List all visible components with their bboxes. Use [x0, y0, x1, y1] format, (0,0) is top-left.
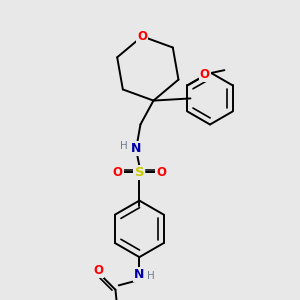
Text: H: H — [147, 271, 155, 281]
Text: S: S — [134, 166, 144, 179]
Text: O: O — [112, 166, 123, 179]
Text: O: O — [200, 68, 210, 81]
Text: O: O — [93, 264, 103, 277]
Text: O: O — [156, 166, 166, 179]
Text: N: N — [131, 142, 141, 155]
Text: H: H — [120, 141, 128, 151]
Text: N: N — [134, 268, 145, 281]
Text: O: O — [137, 30, 147, 43]
